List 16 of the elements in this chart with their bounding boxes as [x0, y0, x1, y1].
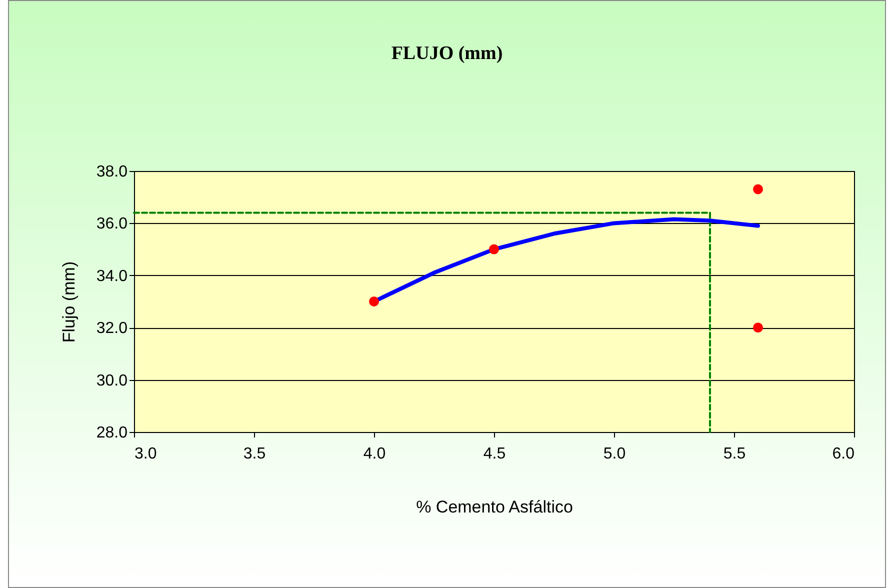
- x-tick-label: 5.5: [723, 446, 746, 462]
- y-tick-label: 36.0: [96, 216, 128, 233]
- x-tick-label: 3.0: [134, 446, 157, 462]
- chart-title: FLUJO (mm): [390, 43, 504, 65]
- x-tick-label: 5.0: [603, 446, 626, 462]
- x-tick-label: 4.5: [483, 446, 506, 462]
- y-tick-label: 38.0: [96, 164, 128, 180]
- x-axis-title: % Cemento Asfáltico: [416, 498, 573, 516]
- x-tick-label: 6.0: [832, 446, 855, 462]
- y-tick-label: 28.0: [96, 424, 128, 442]
- y-tick-label: 30.0: [96, 372, 128, 390]
- y-axis-title: Flujo (mm): [59, 261, 78, 343]
- y-tick-label: 32.0: [96, 320, 128, 338]
- x-tick-label: 4.0: [363, 446, 386, 462]
- x-tick-label: 3.5: [243, 446, 266, 462]
- y-tick-label: 34.0: [96, 268, 128, 285]
